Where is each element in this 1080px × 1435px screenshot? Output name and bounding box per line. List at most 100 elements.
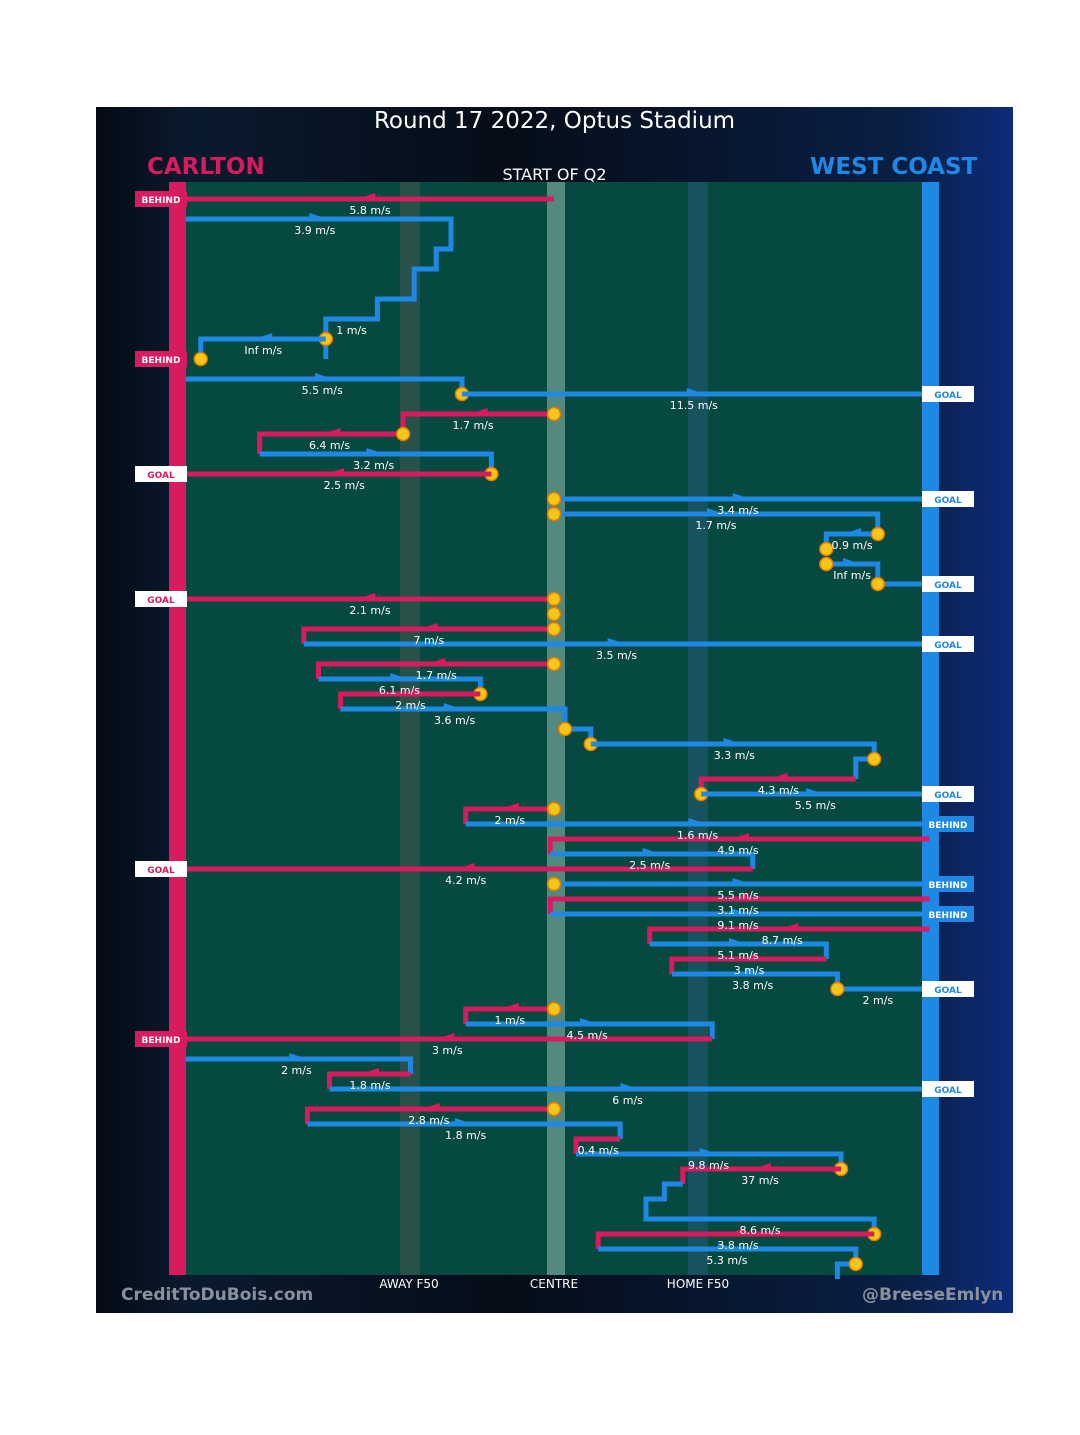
- speed-label: 3.1 m/s: [717, 904, 758, 917]
- score-badge-label: GOAL: [147, 471, 175, 481]
- score-badge: [922, 786, 974, 802]
- speed-label: 5.5 m/s: [795, 799, 836, 812]
- speed-label: 1.8 m/s: [349, 1079, 390, 1092]
- speed-label: 3.3 m/s: [714, 749, 755, 762]
- score-badge: [922, 636, 974, 652]
- speed-label: 3.4 m/s: [717, 504, 758, 517]
- chain-arrow: [357, 193, 376, 200]
- speed-label: 1.8 m/s: [445, 1129, 486, 1142]
- score-badge: [135, 466, 187, 482]
- chain-arrow: [723, 738, 742, 745]
- chain-arrow: [421, 1103, 440, 1110]
- speed-label: 3.6 m/s: [434, 714, 475, 727]
- chain-arrow: [454, 1118, 473, 1125]
- chain-arrow: [500, 803, 519, 810]
- score-badge-label: GOAL: [147, 596, 175, 606]
- speed-label: 2 m/s: [395, 699, 426, 712]
- chain-path: [186, 376, 465, 389]
- score-badge-label: GOAL: [934, 391, 962, 401]
- score-badge-label: BEHIND: [929, 911, 968, 921]
- score-badge-label: BEHIND: [142, 356, 181, 366]
- chain-arrow: [456, 863, 475, 870]
- speed-label: 3.9 m/s: [294, 224, 335, 237]
- ball-marker: [546, 1001, 562, 1017]
- home-team-label: CARLTON: [147, 154, 265, 180]
- speed-label: 2 m/s: [863, 994, 894, 1007]
- chain-arrow: [579, 1018, 598, 1025]
- speed-label: 3.8 m/s: [732, 979, 773, 992]
- speed-label: 8.7 m/s: [762, 934, 803, 947]
- ball-marker: [546, 656, 562, 672]
- axis-label-home-f50: HOME F50: [666, 1277, 730, 1291]
- speed-label: 9.8 m/s: [688, 1159, 729, 1172]
- speed-label: 3.2 m/s: [353, 459, 394, 472]
- chain-arrow: [390, 673, 409, 680]
- chain-arrow: [620, 1083, 639, 1090]
- chain-arrow: [289, 1053, 308, 1060]
- speed-label: 3 m/s: [734, 964, 765, 977]
- score-badge-label: BEHIND: [142, 196, 181, 206]
- home-f50-band: [688, 182, 708, 1275]
- score-badge-label: GOAL: [934, 496, 962, 506]
- speed-label: 1.7 m/s: [452, 419, 493, 432]
- chain-path: [463, 806, 554, 824]
- chain-arrow: [315, 373, 333, 380]
- ball-marker: [546, 606, 562, 622]
- ball-marker: [870, 526, 886, 542]
- score-badge: [135, 1031, 187, 1047]
- speed-label: 3.5 m/s: [596, 649, 637, 662]
- chain-arrow: [427, 658, 446, 665]
- chain-arrow: [361, 1068, 379, 1075]
- ball-marker: [870, 576, 886, 592]
- speed-label: 6.4 m/s: [309, 439, 350, 452]
- chain-arrow: [254, 333, 273, 340]
- ball-marker: [819, 556, 834, 572]
- speed-label: 5.8 m/s: [349, 204, 390, 217]
- chain-arrow: [401, 688, 420, 695]
- speed-label: 1 m/s: [336, 324, 367, 337]
- ball-marker: [557, 721, 573, 737]
- chain-path: [463, 1006, 554, 1024]
- chain-path: [643, 1181, 877, 1229]
- speed-label: 4.3 m/s: [758, 784, 799, 797]
- chain-path: [304, 1106, 554, 1124]
- score-badge: [922, 386, 974, 402]
- home-goal-bar: [169, 182, 186, 1275]
- chain-arrow: [730, 908, 749, 915]
- chain-arrow: [309, 213, 328, 220]
- chain-path: [186, 216, 454, 359]
- chain-path: [595, 1231, 875, 1249]
- score-badge-label: GOAL: [934, 986, 962, 996]
- chain-arrow: [469, 408, 488, 415]
- speed-label: 2.5 m/s: [629, 859, 670, 872]
- speed-label: 5.5 m/s: [717, 889, 758, 902]
- speed-label: 9.1 m/s: [717, 919, 758, 932]
- ball-marker: [546, 621, 562, 637]
- score-badge-label: BEHIND: [142, 1036, 181, 1046]
- chain-arrow: [366, 448, 385, 455]
- ball-marker: [546, 406, 562, 422]
- ball-marker: [546, 801, 562, 817]
- speed-label: 1.7 m/s: [695, 519, 736, 532]
- ball-marker: [848, 1256, 864, 1272]
- speed-label: 5.3 m/s: [706, 1254, 747, 1267]
- ball-marker: [819, 541, 834, 557]
- score-badge: [922, 906, 974, 922]
- chain-arrow: [717, 1243, 736, 1250]
- chain-arrow: [322, 428, 341, 435]
- score-badge-label: GOAL: [934, 581, 962, 591]
- chain-arrow: [727, 1228, 746, 1235]
- chain-arrow: [688, 818, 707, 825]
- speed-label: 4.2 m/s: [445, 874, 486, 887]
- away-goal-bar: [922, 182, 939, 1275]
- chain-path: [186, 1056, 413, 1074]
- speed-label: 11.5 m/s: [670, 399, 718, 412]
- score-badge: [135, 351, 187, 367]
- chart-title: Round 17 2022, Optus Stadium: [373, 108, 736, 134]
- speed-label: 37 m/s: [741, 1174, 779, 1187]
- speed-label: 4.5 m/s: [567, 1029, 608, 1042]
- chain-arrow: [436, 1033, 455, 1040]
- chain-path: [327, 1071, 411, 1089]
- speed-label: 5.1 m/s: [717, 949, 758, 962]
